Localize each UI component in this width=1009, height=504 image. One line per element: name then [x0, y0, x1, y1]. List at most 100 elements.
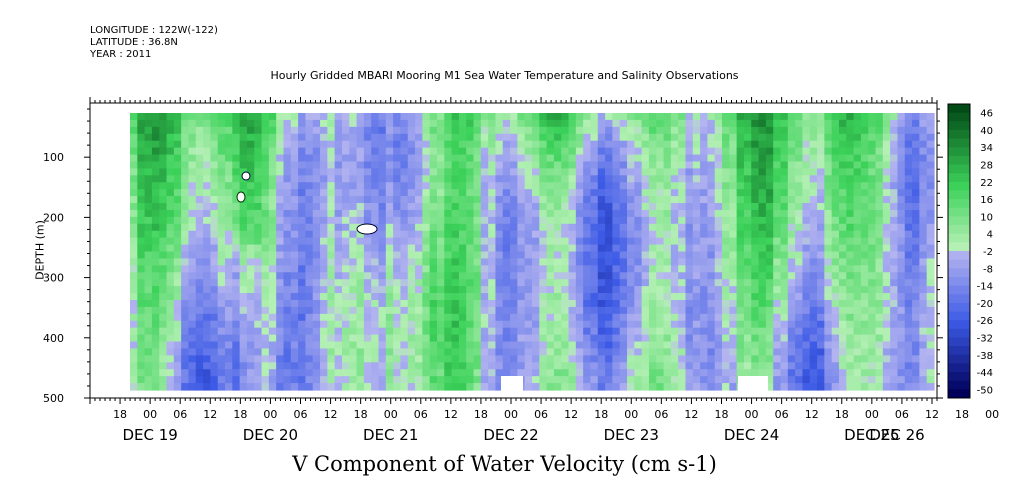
heatmap-cell: [853, 355, 862, 363]
heatmap-cell: [809, 279, 818, 287]
heatmap-cell: [363, 196, 372, 204]
heatmap-cell: [868, 306, 877, 315]
heatmap-cell: [422, 147, 431, 156]
heatmap-cell: [276, 320, 285, 329]
heatmap-cell: [261, 161, 270, 169]
heatmap-cell: [568, 209, 577, 218]
heatmap-cell: [488, 182, 497, 190]
heatmap-cell: [444, 182, 453, 190]
heatmap-cell: [751, 175, 760, 183]
heatmap-cell: [436, 355, 445, 363]
heatmap-cell: [605, 265, 613, 273]
heatmap-cell: [853, 237, 862, 246]
heatmap-cell: [568, 126, 577, 135]
heatmap-cell: [539, 244, 548, 253]
heatmap-cell: [634, 369, 643, 377]
heatmap-cell: [151, 306, 160, 315]
heatmap-cell: [597, 251, 606, 260]
heatmap-cell: [407, 196, 416, 204]
x-hour-tick-label: 12: [444, 408, 458, 421]
heatmap-cell: [641, 182, 650, 190]
heatmap-cell: [239, 362, 248, 370]
heatmap-cell: [444, 209, 453, 218]
heatmap-cell: [802, 348, 811, 356]
heatmap-cell: [831, 348, 840, 356]
heatmap-cell: [590, 119, 599, 128]
colorbar-swatch: [948, 164, 970, 174]
heatmap-cell: [210, 251, 219, 260]
x-hour-tick-label: 00: [263, 408, 277, 421]
heatmap-cell: [561, 230, 570, 239]
heatmap-cell: [532, 320, 540, 329]
heatmap-cell: [393, 383, 402, 391]
heatmap-cell: [795, 161, 804, 169]
heatmap-cell: [722, 161, 730, 169]
heatmap-cell: [305, 203, 314, 211]
heatmap-cell: [268, 348, 277, 356]
heatmap-cell: [780, 341, 789, 350]
heatmap-cell: [736, 154, 745, 163]
heatmap-cell: [692, 293, 701, 301]
heatmap-cell: [868, 147, 877, 156]
heatmap-cell: [203, 119, 211, 128]
heatmap-cell: [787, 189, 796, 197]
figure-title: V Component of Water Velocity (cm s-1): [292, 452, 717, 476]
heatmap-cell: [722, 320, 730, 329]
heatmap-cell: [612, 223, 621, 232]
heatmap-cell: [268, 223, 277, 232]
heatmap-cell: [356, 189, 365, 197]
heatmap-cell: [590, 230, 599, 239]
heatmap-cell: [451, 209, 460, 218]
heatmap-cell: [254, 272, 263, 280]
heatmap-cell: [882, 272, 891, 280]
heatmap-cell: [203, 168, 211, 176]
heatmap-cell: [553, 175, 562, 183]
heatmap-cell: [385, 306, 394, 315]
heatmap-cell: [926, 244, 935, 253]
heatmap-cell: [436, 376, 445, 384]
heatmap-cell: [188, 140, 197, 149]
heatmap-cell: [882, 362, 891, 370]
heatmap-cell: [312, 313, 321, 322]
heatmap-cell: [546, 327, 555, 336]
heatmap-cell: [422, 175, 431, 183]
heatmap-cell: [349, 223, 358, 232]
heatmap-cell: [539, 147, 548, 156]
heatmap-cell: [853, 293, 862, 301]
heatmap-cell: [678, 140, 687, 149]
heatmap-cell: [210, 216, 219, 225]
heatmap-cell: [670, 182, 679, 190]
heatmap-cell: [729, 147, 738, 156]
heatmap-cell: [407, 272, 416, 280]
heatmap-cell: [276, 189, 285, 197]
heatmap-cell: [312, 189, 321, 197]
heatmap-cell: [838, 369, 847, 377]
heatmap-cell: [144, 383, 153, 391]
heatmap-cell: [283, 126, 292, 135]
heatmap-cell: [502, 133, 511, 142]
heatmap-cell: [159, 230, 168, 239]
heatmap-cell: [853, 320, 862, 329]
heatmap-cell: [488, 244, 497, 253]
heatmap-cell: [393, 251, 402, 260]
heatmap-cell: [429, 237, 438, 246]
heatmap-cell: [436, 237, 445, 246]
heatmap-cell: [510, 113, 518, 121]
heatmap-cell: [137, 196, 146, 204]
heatmap-cell: [422, 293, 431, 301]
heatmap-cell: [707, 140, 716, 149]
heatmap-cell: [378, 279, 387, 287]
heatmap-cell: [648, 376, 657, 384]
heatmap-cell: [451, 251, 460, 260]
heatmap-cell: [144, 299, 153, 308]
heatmap-cell: [151, 209, 160, 218]
heatmap-cell: [868, 272, 877, 280]
heatmap-cell: [912, 313, 920, 322]
heatmap-cell: [882, 383, 891, 391]
heatmap-cell: [743, 230, 752, 239]
heatmap-cell: [890, 203, 899, 211]
heatmap-cell: [225, 334, 233, 343]
heatmap-cell: [415, 265, 423, 273]
heatmap-cell: [685, 362, 694, 370]
heatmap-cell: [802, 355, 811, 363]
